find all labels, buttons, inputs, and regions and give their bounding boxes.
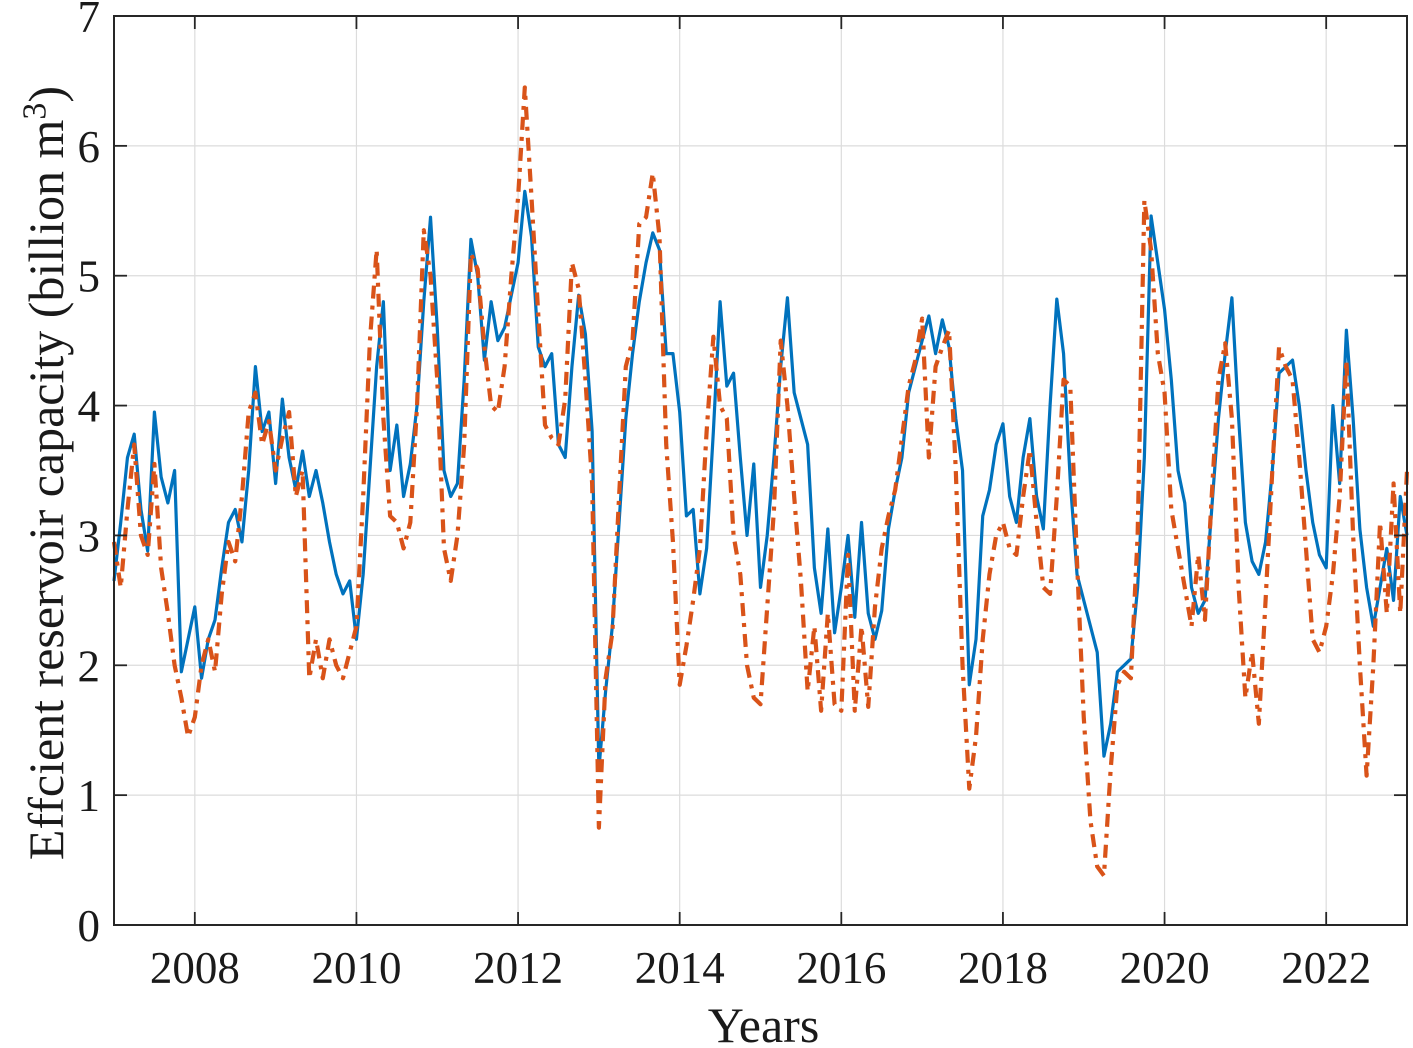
y-tick-label: 0 bbox=[78, 901, 101, 951]
y-tick-label: 1 bbox=[78, 771, 101, 821]
y-axis-label-text: Effcient reservoir capacity (billion m bbox=[18, 119, 74, 861]
x-tick-label: 2018 bbox=[958, 943, 1048, 993]
y-axis-label-superscript: 3 bbox=[16, 102, 54, 120]
axis-box bbox=[113, 15, 1408, 926]
x-axis-label: Years bbox=[707, 997, 820, 1048]
y-tick-label: 5 bbox=[78, 252, 101, 302]
series-line-orange bbox=[111, 85, 1410, 878]
y-tick-label: 3 bbox=[78, 511, 101, 561]
x-tick-label: 2022 bbox=[1281, 943, 1371, 993]
y-axis-label: Effcient reservoir capacity (billion m3) bbox=[16, 23, 75, 923]
y-axis-label-close: ) bbox=[18, 85, 74, 103]
x-tick-label: 2020 bbox=[1120, 943, 1210, 993]
axis-ticks bbox=[114, 15, 1407, 926]
y-tick-label: 4 bbox=[78, 382, 101, 432]
y-tick-labels: 0 1 2 3 4 5 6 7 bbox=[78, 0, 101, 951]
x-tick-label: 2008 bbox=[150, 943, 240, 993]
y-tick-label: 2 bbox=[78, 641, 101, 691]
y-tick-label: 7 bbox=[78, 0, 101, 42]
x-tick-labels: 2008 2010 2012 2014 2016 2018 2020 2022 bbox=[150, 943, 1371, 993]
x-tick-label: 2010 bbox=[311, 943, 401, 993]
x-tick-label: 2014 bbox=[635, 943, 725, 993]
x-tick-label: 2012 bbox=[473, 943, 563, 993]
y-tick-label: 6 bbox=[78, 122, 101, 172]
grid-lines bbox=[114, 16, 1407, 925]
series-line-blue bbox=[112, 189, 1409, 771]
x-tick-label: 2016 bbox=[796, 943, 886, 993]
